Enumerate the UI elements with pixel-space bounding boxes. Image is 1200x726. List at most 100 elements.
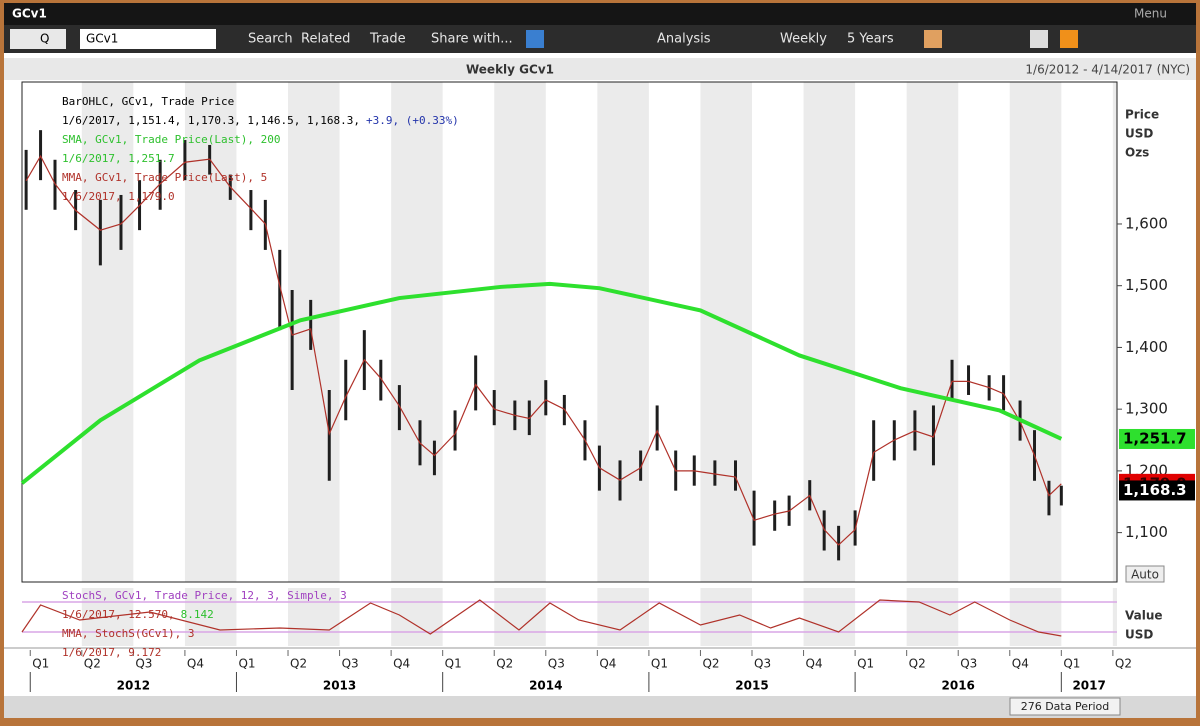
x-tick-label: Q3 — [960, 657, 977, 671]
price-tag — [1119, 480, 1195, 501]
menu-button[interactable]: Menu — [1134, 7, 1167, 21]
grid-band — [1112, 82, 1117, 582]
indicator-line — [20, 281, 1063, 485]
indicator-line — [25, 154, 1062, 546]
legend-entry: MMA, StochS(GCv1), 3 — [62, 627, 194, 640]
x-tick-label: Q1 — [238, 657, 255, 671]
price-tag-label: 1,251.7 — [1123, 429, 1187, 447]
x-tick-label: Q1 — [651, 657, 668, 671]
toolbar-related[interactable]: Related — [301, 32, 350, 47]
legend-entry: 1/6/2017, 12.570, — [62, 608, 175, 621]
y-axis-label: Ozs — [1125, 146, 1149, 160]
legend-entry: +3.9, (+0.33%) — [366, 114, 459, 127]
grid-band — [391, 588, 443, 646]
toolbar-share[interactable]: Share with... — [431, 32, 513, 47]
auto-button[interactable] — [1125, 565, 1165, 583]
lower-axis-label: Value — [1125, 609, 1163, 623]
legend-entry: 1/6/2017, 1,151.4, 1,170.3, 1,146.5, 1,1… — [62, 114, 360, 127]
lower-axis-label: USD — [1125, 628, 1153, 642]
price-tag — [1119, 428, 1195, 449]
year-label: 2015 — [735, 679, 768, 693]
grid-band — [1112, 588, 1117, 646]
plot: Q1 Q2 Q3 Q4 Q1 Q2 Q3 Q4 Q1 Q2 Q3 Q4 Q1 Q2 Q3 Q4 Q1 Q2 Q3 Q4… — [4, 81, 1196, 693]
plot-frame — [21, 81, 1118, 583]
toolbar-interval[interactable]: Weekly — [780, 32, 827, 47]
x-tick-label: Q1 — [32, 657, 49, 671]
toolbar-analysis[interactable]: Analysis — [657, 32, 711, 47]
x-tick-label: Q2 — [84, 657, 101, 671]
period-label: 276 Data Period — [1021, 700, 1110, 713]
x-tick-label: Q2 — [290, 657, 307, 671]
y-tick-label: 1,100 — [1125, 523, 1168, 541]
x-tick-label: Q4 — [187, 657, 204, 671]
grid-band — [906, 588, 959, 646]
legend-entry: BarOHLC, GCv1, Trade Price — [62, 95, 234, 108]
y-tick-label: 1,400 — [1125, 338, 1168, 356]
chart-header — [4, 58, 1196, 80]
legend-entry: 1/6/2017, 1,179.0 — [62, 190, 175, 203]
year-label: 2016 — [942, 679, 975, 693]
y-axis-label: USD — [1125, 127, 1153, 141]
x-tick-label: Q3 — [135, 657, 152, 671]
y-axis-label: Price — [1125, 108, 1159, 122]
toolbar-search[interactable]: Search — [248, 32, 293, 47]
grid-band — [597, 588, 649, 646]
x-tick-label: Q4 — [1012, 657, 1029, 671]
grid-band — [597, 82, 649, 582]
grid-band — [81, 82, 134, 582]
toolbar-range[interactable]: 5 Years — [847, 32, 894, 47]
scroll-icon[interactable] — [1060, 30, 1078, 48]
x-tick-label: Q1 — [1063, 657, 1080, 671]
ric-input[interactable] — [80, 29, 216, 49]
year-label: 2014 — [529, 679, 562, 693]
undo-icon[interactable] — [526, 30, 544, 48]
x-tick-label: Q3 — [548, 657, 565, 671]
period-button[interactable] — [1009, 697, 1121, 716]
grid-band — [803, 588, 856, 646]
grid-band — [803, 82, 856, 582]
chart-subtitle: 1/6/2012 - 4/14/2017 (NYC) — [1025, 63, 1190, 77]
x-tick-label: Q4 — [393, 657, 410, 671]
x-tick-label: Q2 — [909, 657, 926, 671]
x-tick-label: Q1 — [857, 657, 874, 671]
x-tick-label: Q1 — [445, 657, 462, 671]
y-tick-label: 1,500 — [1125, 276, 1168, 294]
year-label: 2012 — [117, 679, 150, 693]
status-bar — [4, 696, 1196, 718]
grid-band — [288, 82, 340, 582]
legend-entry: MMA, GCv1, Trade Price(Last), 5 — [62, 171, 267, 184]
legend-entry: SMA, GCv1, Trade Price(Last), 200 — [62, 133, 281, 146]
grid-band — [184, 588, 237, 646]
x-tick-label: Q2 — [702, 657, 719, 671]
layout-icon[interactable] — [1030, 30, 1048, 48]
stoch-line — [21, 599, 1062, 637]
x-tick-label: Q3 — [342, 657, 359, 671]
chart-title: Weekly GCv1 — [466, 63, 554, 77]
chart-icon[interactable] — [924, 30, 942, 48]
window-title: GCv1 — [12, 7, 47, 21]
auto-label: Auto — [1131, 568, 1159, 582]
legend-entry: 8.142 — [181, 608, 214, 621]
ric-text: GCv1 — [86, 32, 118, 46]
price-tag-label: 1,168.3 — [1123, 481, 1187, 499]
ric-prefix: Q — [40, 32, 49, 46]
grid-band — [1009, 82, 1062, 582]
y-tick-label: 1,300 — [1125, 400, 1168, 418]
x-tick-label: Q2 — [1115, 657, 1132, 671]
legend-entry: 1/6/2017, 1,251.7 — [62, 152, 175, 165]
grid-band — [1009, 588, 1062, 646]
year-label: 2013 — [323, 679, 356, 693]
toolbar-trade[interactable]: Trade — [369, 32, 406, 47]
grid-band — [288, 588, 340, 646]
x-tick-label: Q4 — [806, 657, 823, 671]
legend-entry: 1/6/2017, 9.172 — [62, 646, 161, 659]
year-label: 2017 — [1072, 679, 1105, 693]
grid-band — [494, 82, 546, 582]
grid-band — [906, 82, 959, 582]
ric-type[interactable] — [10, 29, 66, 49]
legend-entry: StochS, GCv1, Trade Price, 12, 3, Simple… — [62, 589, 347, 602]
y-tick-label: 1,600 — [1125, 214, 1168, 232]
x-tick-label: Q2 — [496, 657, 513, 671]
title-bar — [4, 3, 1196, 25]
